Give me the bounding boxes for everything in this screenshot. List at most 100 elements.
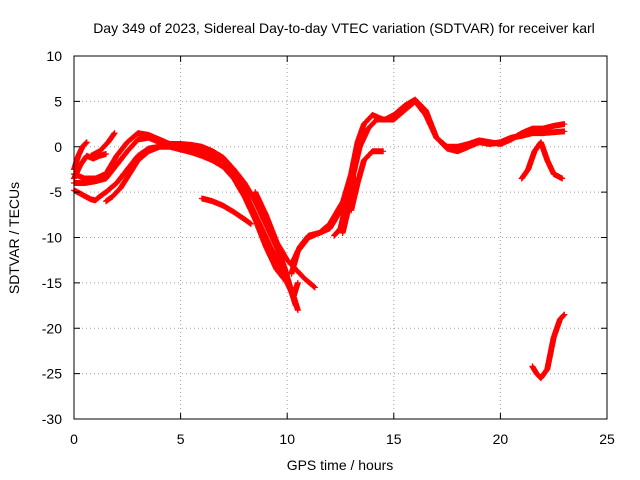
data-point: [85, 155, 88, 157]
data-point: [339, 204, 342, 207]
x-tick-label: 10: [279, 431, 295, 447]
data-point: [446, 145, 448, 148]
data-point: [527, 168, 529, 171]
x-axis-label: GPS time / hours: [287, 457, 394, 473]
data-point: [254, 191, 257, 193]
x-tick-label: 5: [177, 431, 185, 447]
data-point: [128, 173, 131, 175]
data-point: [299, 245, 301, 248]
data-point: [290, 263, 293, 266]
data-point: [488, 141, 491, 144]
data-point: [456, 145, 459, 148]
data-point: [341, 232, 344, 234]
data-point: [85, 141, 88, 144]
data-point: [275, 241, 278, 243]
y-tick-label: 5: [54, 93, 62, 109]
data-point: [333, 234, 335, 237]
data-point: [318, 232, 320, 234]
data-point: [222, 159, 225, 162]
data-point: [358, 145, 361, 148]
data-point: [137, 155, 139, 157]
data-point: [90, 155, 92, 157]
data-point: [403, 105, 406, 107]
data-point: [563, 123, 566, 125]
data-point: [290, 273, 293, 275]
data-point: [233, 211, 235, 213]
data-point: [563, 313, 566, 316]
data-point: [81, 194, 84, 196]
data-point: [531, 365, 534, 368]
data-point: [105, 191, 107, 193]
data-point: [520, 177, 523, 180]
data-point: [546, 159, 549, 162]
data-point: [297, 309, 299, 311]
data-point: [350, 209, 352, 212]
series-arc-i: [252, 189, 318, 291]
series-arc-g: [88, 130, 118, 159]
data-point: [94, 180, 97, 183]
data-point: [137, 159, 139, 162]
y-tick-label: 0: [54, 139, 62, 155]
data-point: [233, 173, 235, 175]
data-point: [98, 195, 101, 198]
y-axis-label: SDTVAR / TECUs: [6, 182, 22, 294]
axis-ticks: 0 5 10 15 20 25 -30 -25 -20 -15 -10 -5 0 5 10: [42, 48, 615, 447]
data-point: [126, 168, 129, 171]
data-point: [126, 141, 129, 144]
data-point: [540, 377, 542, 379]
data-point: [243, 218, 246, 221]
data-point: [105, 153, 107, 155]
data-point: [384, 118, 387, 121]
data-point: [113, 132, 116, 134]
data-point: [147, 136, 150, 139]
data-point: [190, 144, 193, 146]
data-point: [179, 148, 182, 151]
data-point: [94, 199, 97, 202]
data-point: [115, 164, 118, 166]
data-point: [254, 218, 257, 221]
data-point: [201, 145, 203, 148]
data-point: [211, 200, 214, 202]
data-point: [115, 182, 118, 184]
data-point: [243, 182, 246, 184]
data-point: [243, 195, 246, 198]
data-point: [533, 150, 536, 153]
data-point: [356, 141, 359, 144]
series-arc-n: [348, 148, 387, 214]
data-point: [92, 157, 94, 160]
data-point: [542, 132, 544, 134]
series-arc-l: [331, 143, 363, 239]
data-point: [83, 177, 86, 180]
data-point: [211, 150, 214, 153]
data-point: [233, 177, 235, 180]
data-point: [81, 145, 84, 148]
data-point: [190, 151, 193, 153]
data-point: [201, 155, 203, 157]
data-point: [158, 145, 161, 148]
data-point: [356, 182, 359, 184]
data-point: [531, 127, 534, 130]
y-tick-label: -20: [42, 320, 62, 336]
y-tick-label: -30: [42, 411, 62, 427]
data-point: [190, 147, 193, 150]
y-tick-label: -25: [42, 366, 62, 382]
data-point: [499, 143, 502, 145]
data-point: [563, 130, 566, 133]
data-point: [211, 159, 214, 162]
data-point: [265, 245, 267, 248]
data-point: [354, 164, 357, 166]
data-point: [546, 368, 549, 370]
x-tick-label: 25: [599, 431, 615, 447]
series-arc-p: [529, 311, 568, 382]
data-point: [275, 268, 278, 271]
data-point: [314, 286, 316, 289]
data-point: [126, 150, 129, 153]
data-point: [254, 200, 257, 202]
data-point: [77, 155, 80, 157]
data-point: [107, 141, 109, 144]
data-point: [535, 372, 538, 375]
x-tick-label: 20: [493, 431, 509, 447]
data-point: [382, 150, 384, 153]
